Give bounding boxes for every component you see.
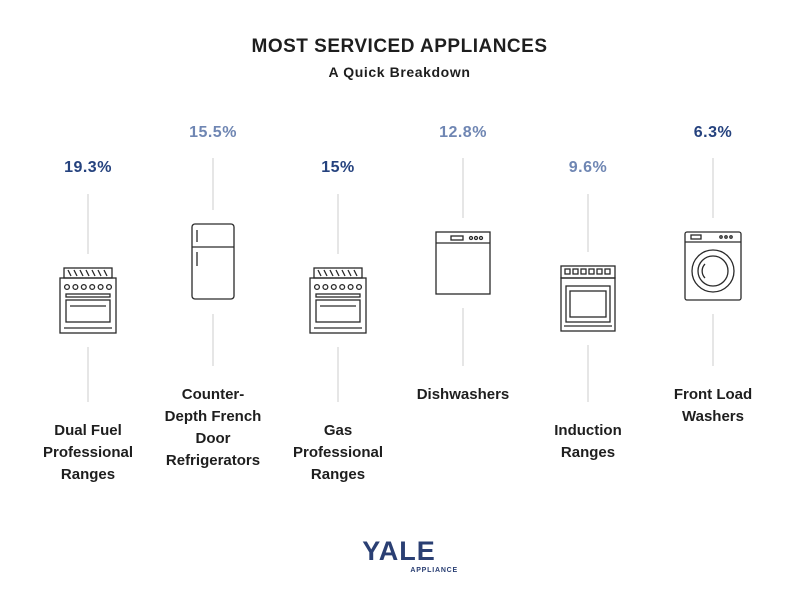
appliance-graphic-2	[191, 158, 235, 366]
category-label: Dishwashers	[398, 384, 528, 406]
category-label-line: Professional	[42, 444, 134, 461]
category-label-line: Door	[195, 430, 231, 447]
category-label-line: Dual Fuel	[54, 422, 122, 439]
category-label-line: Counter-	[181, 386, 245, 403]
category-label-line: Ranges	[560, 444, 616, 461]
category-label: Induction Ranges	[523, 420, 653, 464]
category-label-line: Ranges	[60, 466, 116, 483]
category-label-line: Washers	[682, 408, 744, 425]
appliance-graphic-5	[560, 194, 616, 402]
category-label-line: Ranges	[310, 466, 366, 483]
chart-subtitle: A Quick Breakdown	[328, 64, 471, 80]
category-label: Dual Fuel Professional Ranges	[23, 420, 153, 486]
yale-logo: YALE APPLIANCE	[340, 536, 458, 576]
category-label-line: Front Load	[673, 386, 753, 403]
appliance-graphic-4	[435, 158, 491, 366]
value-label: 9.6%	[568, 159, 608, 176]
appliance-graphic-3	[309, 194, 367, 402]
refrigerator-icon	[191, 223, 235, 300]
category-label-line: Gas	[323, 422, 353, 439]
induction-range-icon	[560, 265, 616, 332]
value-label: 12.8%	[439, 124, 487, 141]
range-icon	[309, 267, 367, 334]
logo-subtext: APPLIANCE	[410, 567, 458, 574]
category-label-line: Induction	[554, 422, 622, 439]
value-label: 15%	[321, 159, 355, 176]
range-icon	[59, 267, 117, 334]
category-label-line: Professional	[292, 444, 384, 461]
dishwasher-icon	[435, 231, 491, 295]
appliance-graphic-1	[59, 194, 117, 402]
value-label: 19.3%	[64, 159, 112, 176]
value-label: 6.3%	[693, 124, 733, 141]
category-label-line: Depth French	[164, 408, 262, 425]
category-label: Gas Professional Ranges	[273, 420, 403, 486]
category-label: Counter- Depth French Door Refrigerators	[148, 384, 278, 472]
category-label-line: Refrigerators	[165, 452, 261, 469]
category-label-line: Dishwashers	[416, 386, 510, 403]
chart-title: MOST SERVICED APPLIANCES	[251, 36, 548, 57]
appliance-graphic-6	[684, 158, 742, 366]
value-label: 15.5%	[189, 124, 237, 141]
category-label: Front Load Washers	[648, 384, 778, 428]
washer-icon	[684, 231, 742, 301]
logo-wordmark: YALE	[362, 536, 436, 566]
